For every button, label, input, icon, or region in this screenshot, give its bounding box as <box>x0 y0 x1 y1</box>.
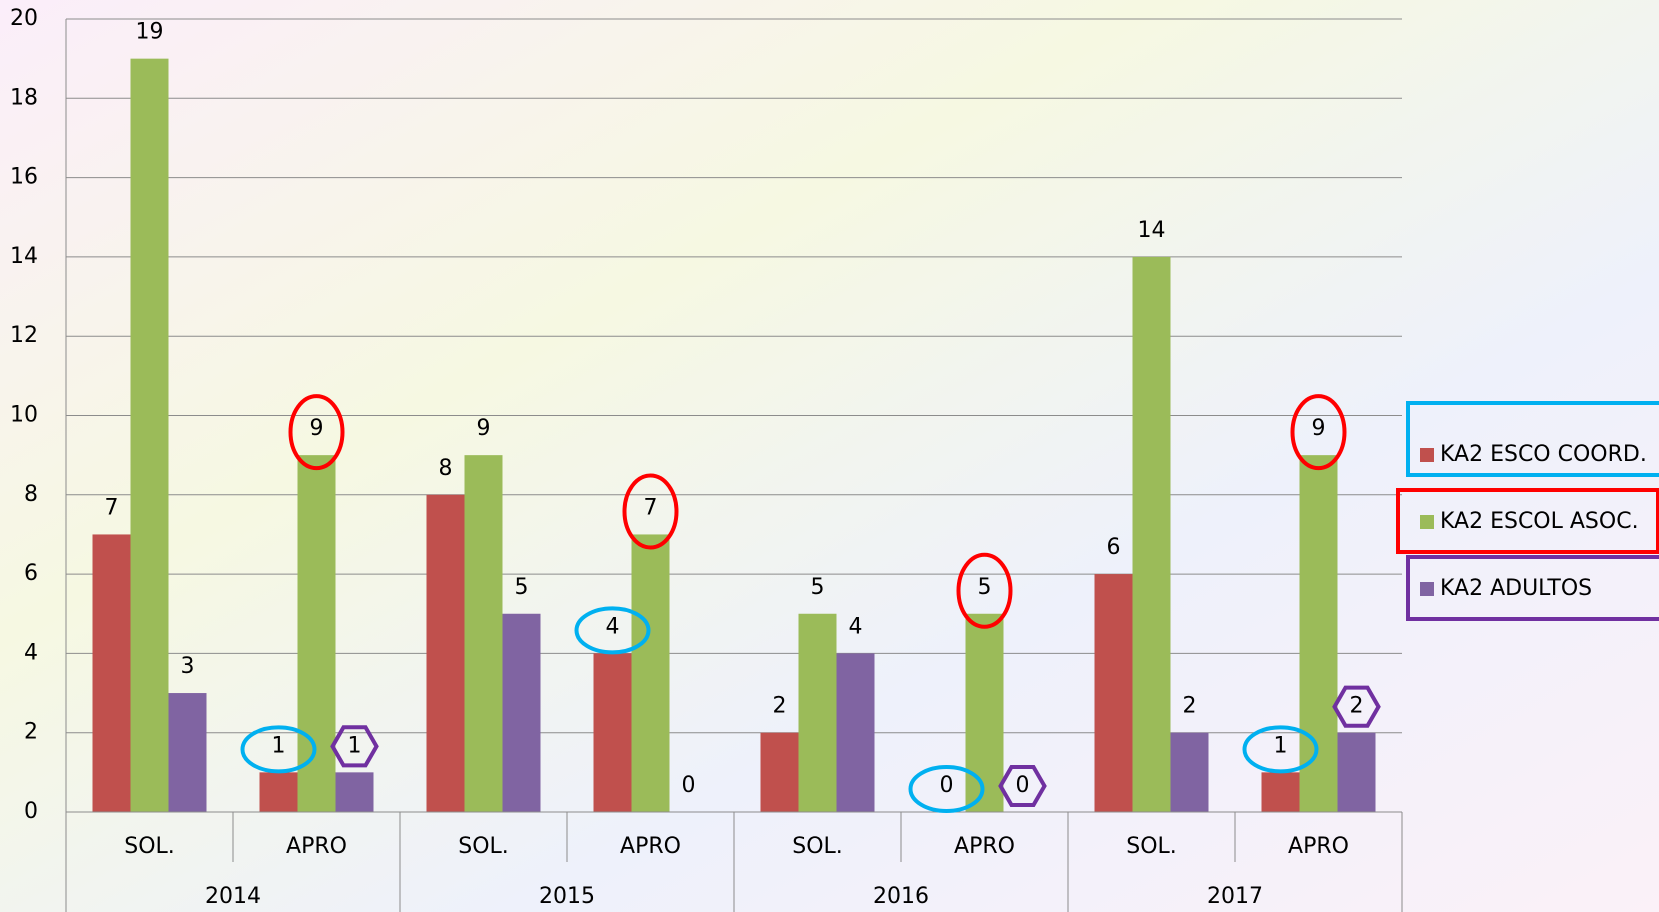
y-tick-label: 18 <box>10 85 38 110</box>
bar <box>966 614 1004 812</box>
data-label: 2 <box>1350 694 1364 719</box>
y-tick-label: 12 <box>10 323 38 348</box>
bar <box>1262 772 1300 812</box>
x-group-label: 2017 <box>1207 884 1263 909</box>
chart: 02468101214161820SOL.APROSOL.APROSOL.APR… <box>0 0 1659 912</box>
y-tick-label: 10 <box>10 403 38 428</box>
data-label: 5 <box>978 575 992 600</box>
data-label: 2 <box>1183 694 1197 719</box>
data-label: 0 <box>940 773 954 798</box>
bar <box>1133 257 1171 812</box>
data-label: 6 <box>1107 535 1121 560</box>
x-tick-label: APRO <box>620 834 681 859</box>
y-tick-label: 2 <box>24 720 38 745</box>
y-tick-label: 14 <box>10 244 38 269</box>
data-label: 7 <box>644 495 658 520</box>
data-label: 19 <box>136 20 164 45</box>
bar <box>837 653 875 812</box>
bar <box>465 455 503 812</box>
data-label: 3 <box>181 654 195 679</box>
bar <box>131 59 169 812</box>
x-tick-label: SOL. <box>124 834 175 859</box>
x-group-label: 2015 <box>539 884 595 909</box>
bar <box>594 653 632 812</box>
legend-swatch <box>1420 582 1434 596</box>
data-label: 9 <box>477 416 491 441</box>
legend-label: KA2 ESCOL ASOC. <box>1440 509 1639 534</box>
bar <box>93 534 131 812</box>
x-group-label: 2016 <box>873 884 929 909</box>
y-tick-label: 6 <box>24 561 38 586</box>
data-label: 14 <box>1138 218 1166 243</box>
data-label: 5 <box>515 575 529 600</box>
bar <box>427 495 465 812</box>
data-label: 4 <box>606 614 620 639</box>
y-tick-label: 4 <box>24 640 38 665</box>
data-label: 5 <box>811 575 825 600</box>
bar <box>632 534 670 812</box>
bar <box>336 772 374 812</box>
bar <box>503 614 541 812</box>
legend-label: KA2 ADULTOS <box>1440 576 1592 601</box>
bar <box>298 455 336 812</box>
y-tick-label: 0 <box>24 799 38 824</box>
data-label: 2 <box>773 694 787 719</box>
bar <box>1338 733 1376 812</box>
x-tick-label: SOL. <box>1126 834 1177 859</box>
data-label: 1 <box>272 733 286 758</box>
data-label: 9 <box>310 416 324 441</box>
data-label: 7 <box>105 495 119 520</box>
y-tick-label: 20 <box>10 6 38 31</box>
x-tick-label: APRO <box>286 834 347 859</box>
bar <box>761 733 799 812</box>
x-tick-label: APRO <box>954 834 1015 859</box>
bar <box>260 772 298 812</box>
data-label: 1 <box>348 733 362 758</box>
bar <box>1171 733 1209 812</box>
x-tick-label: SOL. <box>458 834 509 859</box>
page: 02468101214161820SOL.APROSOL.APROSOL.APR… <box>0 0 1659 912</box>
data-label: 1 <box>1274 733 1288 758</box>
bar <box>169 693 207 812</box>
data-label: 9 <box>1312 416 1326 441</box>
legend-swatch <box>1420 515 1434 529</box>
bar <box>799 614 837 812</box>
y-tick-label: 8 <box>24 482 38 507</box>
data-label: 0 <box>682 773 696 798</box>
legend-label: KA2 ESCO COORD. <box>1440 442 1647 467</box>
data-label: 0 <box>1016 773 1030 798</box>
x-group-label: 2014 <box>205 884 261 909</box>
bar <box>1095 574 1133 812</box>
y-tick-label: 16 <box>10 165 38 190</box>
data-label: 4 <box>849 614 863 639</box>
bar <box>1300 455 1338 812</box>
x-tick-label: APRO <box>1288 834 1349 859</box>
x-tick-label: SOL. <box>792 834 843 859</box>
legend-swatch <box>1420 448 1434 462</box>
data-label: 8 <box>439 456 453 481</box>
